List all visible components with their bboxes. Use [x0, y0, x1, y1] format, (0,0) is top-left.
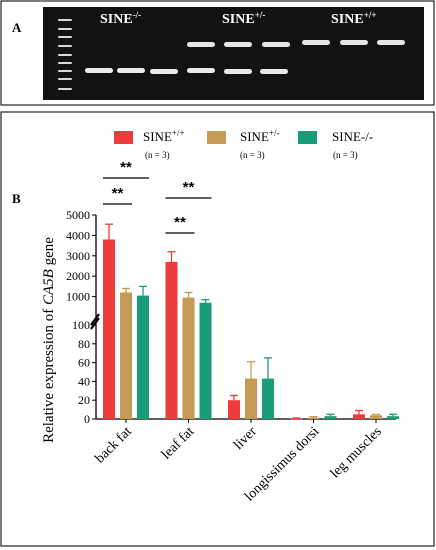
- y-tick-label: 60: [78, 356, 90, 370]
- gel-band-small: [260, 69, 288, 74]
- legend: SINE+/+ (n = 3) SINE+/- (n = 3) SINE-/- …: [114, 128, 373, 160]
- gel-ladder-band: [58, 45, 72, 47]
- gel-band-small: [150, 69, 178, 74]
- bar: [165, 261, 178, 419]
- bar: [245, 378, 257, 419]
- x-category-label: liver: [231, 424, 260, 453]
- gel-band-large: [224, 42, 252, 47]
- x-category-label: leg muscles: [328, 424, 385, 481]
- panel-b-letter: B: [12, 191, 21, 206]
- bar: [182, 297, 195, 419]
- gel-band-large: [262, 42, 290, 47]
- y-tick-label: 40: [78, 374, 90, 388]
- legend-swatch-wt: [114, 131, 133, 144]
- legend-label-null: SINE-/-: [332, 129, 373, 144]
- gel-ladder-band: [58, 19, 72, 21]
- bar: [353, 414, 365, 419]
- legend-n-null: (n = 3): [333, 150, 358, 160]
- gel-label-sine-wt: SINE+/+: [331, 10, 376, 27]
- gel-band-small: [187, 68, 215, 73]
- bar: [137, 295, 149, 419]
- gel-band-small: [85, 68, 113, 73]
- legend-swatch-het: [207, 131, 226, 144]
- gel-band-large: [340, 40, 368, 45]
- bar: [307, 417, 320, 419]
- legend-n-wt: (n = 3): [145, 150, 170, 160]
- gel-image: [43, 7, 424, 100]
- significance-label: **: [112, 185, 124, 202]
- y-tick-label: 0: [84, 412, 90, 426]
- bar: [228, 400, 240, 419]
- bar: [387, 416, 399, 419]
- bar: [103, 239, 115, 419]
- y-tick-label: 2000: [66, 269, 90, 283]
- gel-band-large: [302, 40, 330, 45]
- gel-ladder-band: [58, 54, 72, 56]
- gel-ladder-band: [58, 28, 72, 30]
- axis-break-mark: [90, 313, 100, 326]
- panel-a-letter: A: [12, 20, 22, 35]
- bar: [120, 292, 132, 419]
- bar: [262, 378, 274, 419]
- y-tick-label: 4000: [66, 228, 90, 242]
- legend-label-het: SINE+/-: [240, 128, 279, 144]
- gel-bands: [58, 19, 405, 90]
- legend-label-wt: SINE+/+: [143, 128, 185, 144]
- y-tick-label: 100: [72, 318, 90, 332]
- gel-band-large: [187, 42, 215, 47]
- gel-label-sine-null: SINE-/-: [100, 10, 141, 27]
- y-tick-label: 1000: [66, 290, 90, 304]
- gel-ladder-band: [58, 88, 72, 90]
- bar: [290, 418, 303, 420]
- gel-ladder-band: [58, 62, 72, 64]
- bar: [324, 416, 337, 419]
- gel-label-sine-het: SINE+/-: [222, 10, 265, 27]
- significance-label: **: [174, 214, 186, 231]
- legend-swatch-null: [298, 131, 317, 144]
- chart-plot-area: 0 20 40 60 80 100 1000 2000 3000 4000 5000 back fat…: [66, 159, 399, 504]
- axis-break-mark: [90, 317, 100, 330]
- bar: [370, 415, 382, 419]
- panel-b-border: [0, 111, 435, 547]
- x-category-label: leaf fat: [159, 424, 197, 462]
- y-tick-label: 20: [78, 393, 90, 407]
- y-axis-label: Relative expression of CA5B gene: [41, 237, 57, 443]
- x-category-label: back fat: [93, 424, 135, 466]
- gel-band-small: [224, 69, 252, 74]
- gel-ladder-band: [58, 70, 72, 72]
- gel-band-large: [377, 40, 405, 45]
- panel-a-border: [0, 0, 435, 106]
- y-tick-label: 5000: [66, 208, 90, 222]
- gel-ladder-band: [58, 78, 72, 80]
- bar: [199, 302, 212, 419]
- gel-band-small: [117, 68, 145, 73]
- gel-ladder-band: [58, 36, 72, 38]
- y-tick-label: 3000: [66, 249, 90, 263]
- significance-label: **: [183, 179, 195, 196]
- significance-label: **: [120, 159, 132, 176]
- legend-n-het: (n = 3): [240, 150, 265, 160]
- y-tick-label: 80: [78, 337, 90, 351]
